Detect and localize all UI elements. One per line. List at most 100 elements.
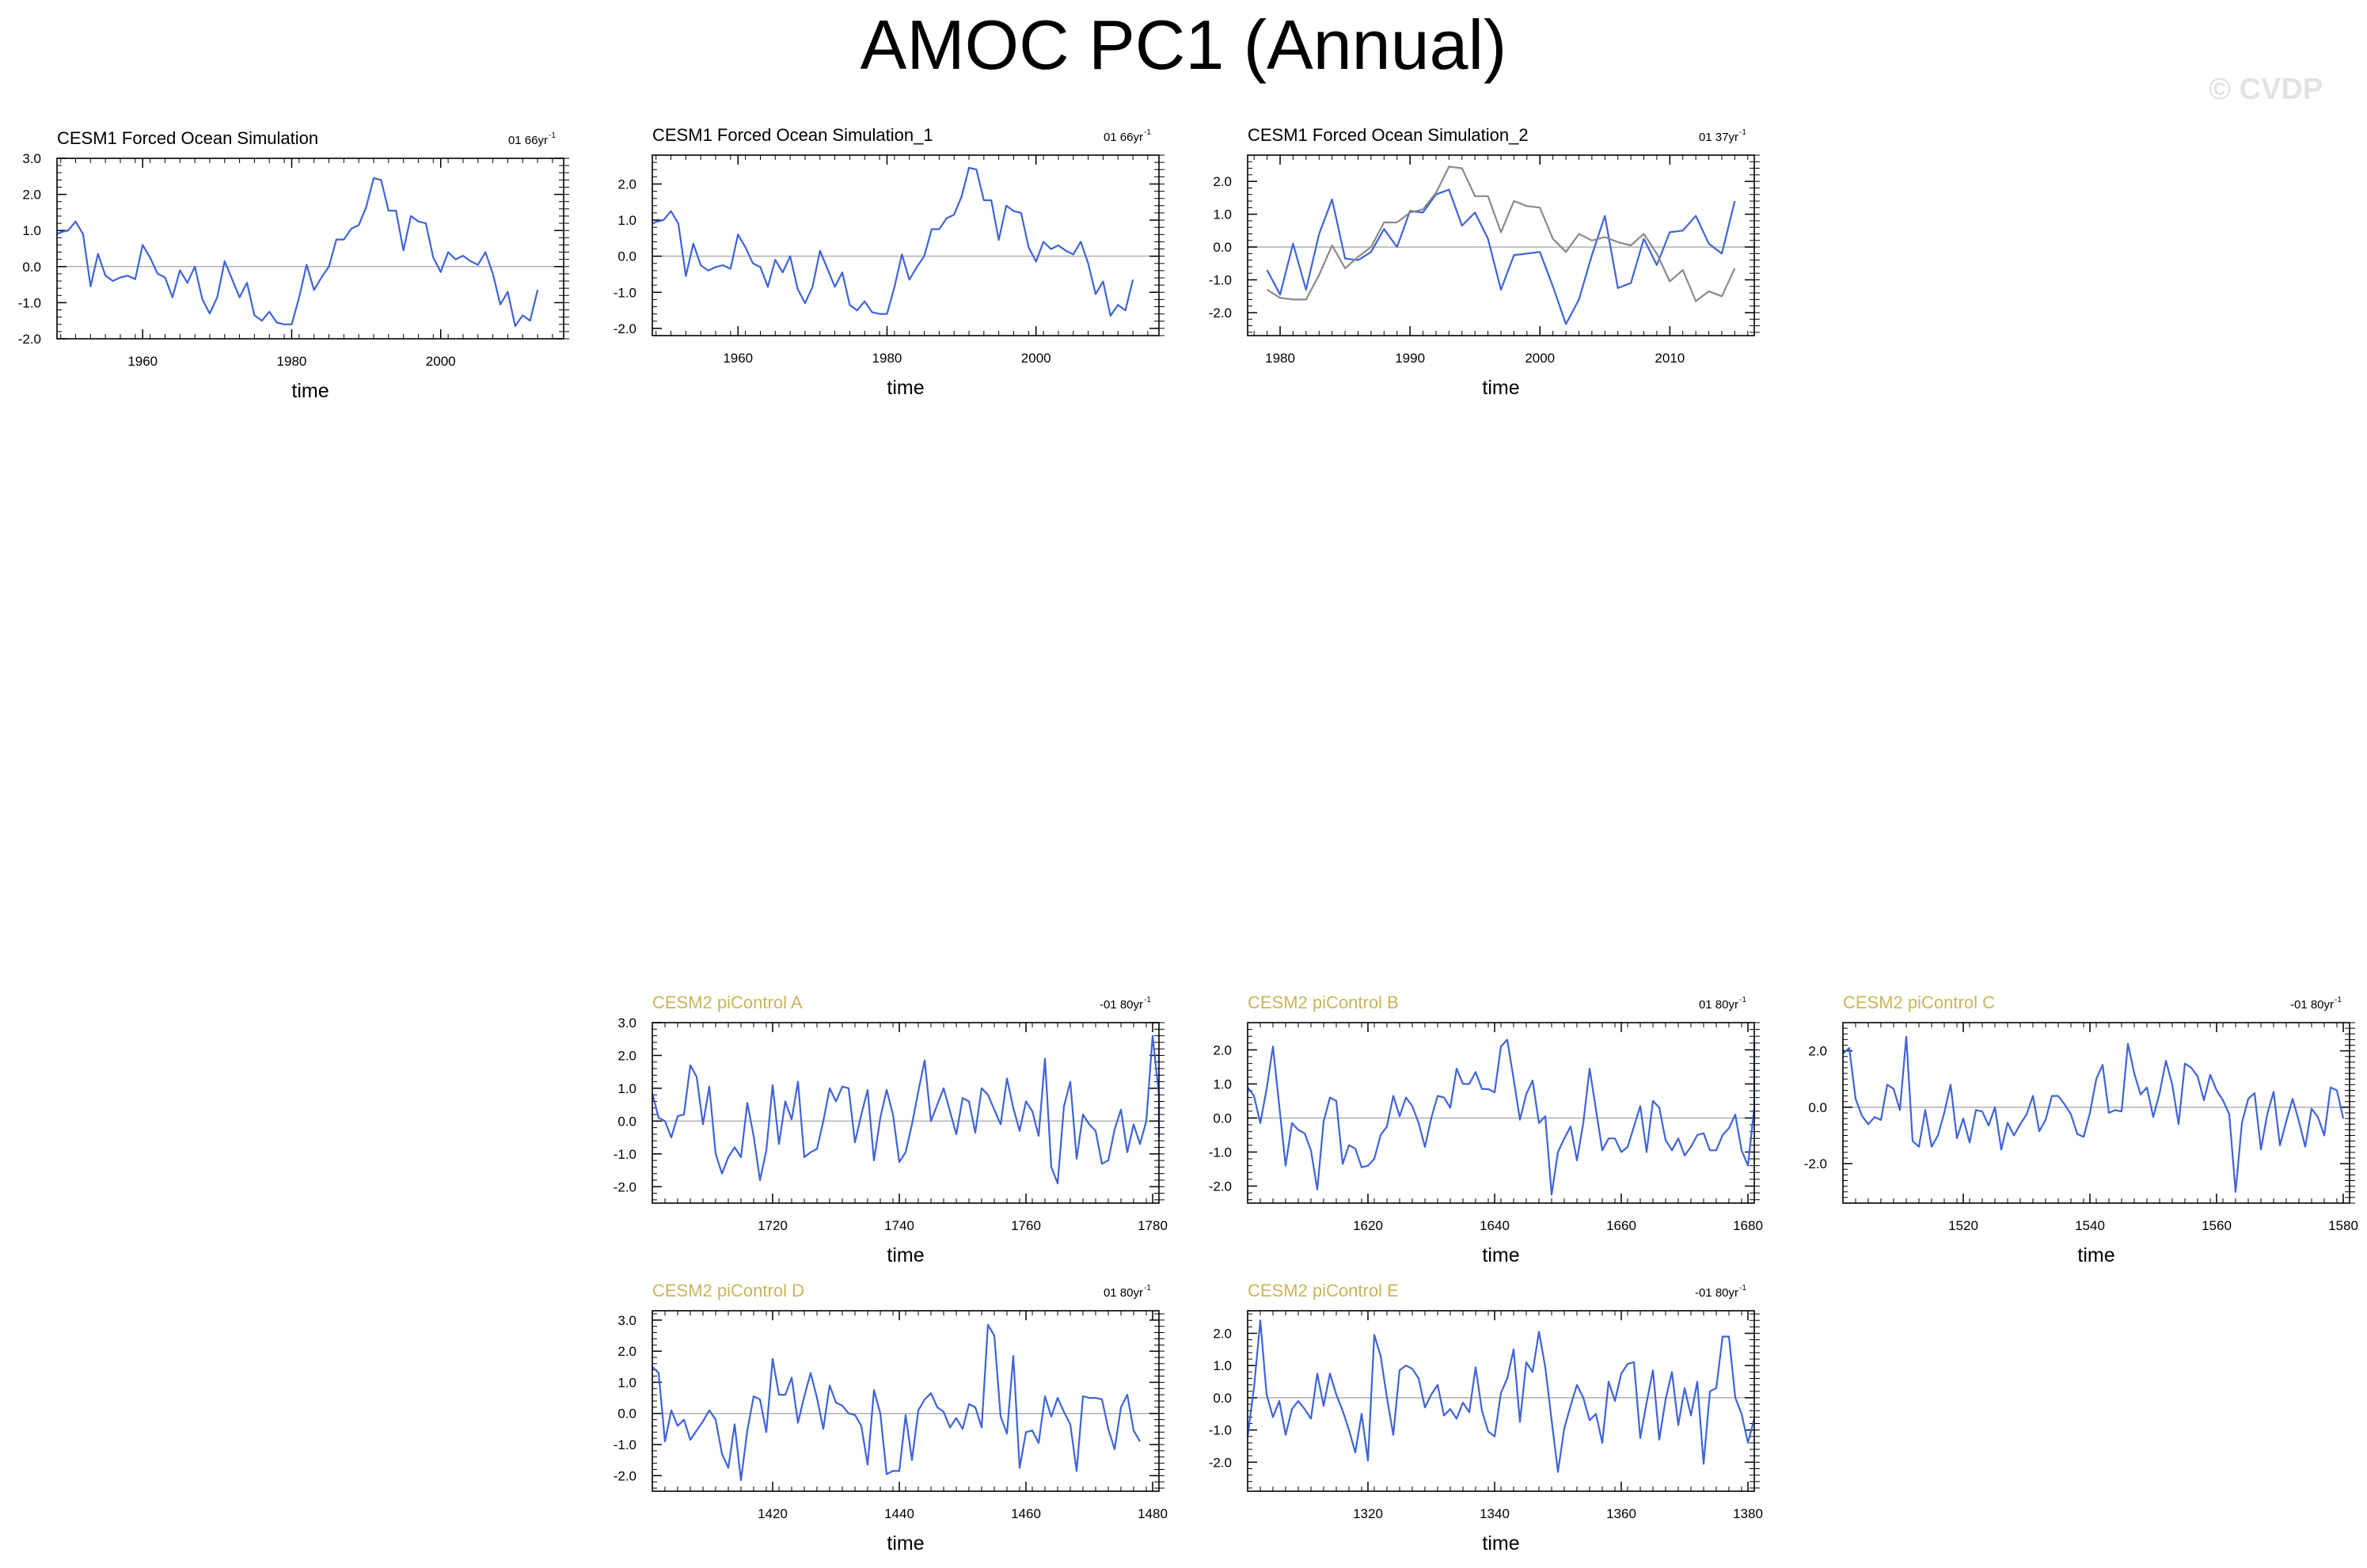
y-tick-label: -2.0 [1209,1455,1232,1470]
y-tick-label: 2.0 [617,1344,636,1359]
x-tick-label: 1960 [723,351,753,366]
chart-panel: CESM2 piControl A -01 80yr -1 1720 1740 1760 1… [595,981,1181,1266]
y-tick-label: 2.0 [1808,1044,1827,1059]
chart-panel: CESM2 piControl C -01 80yr -1 1520 1540 1560 1… [1786,981,2367,1266]
x-tick-label: 1620 [1353,1218,1383,1233]
chart-svg: CESM1 Forced Ocean Simulation_2 01 37yr -1… [1209,125,1760,399]
x-tick-label: 1660 [1606,1218,1636,1233]
stat-label: 01 66yr [508,134,548,147]
stat-label-superscript: -1 [1739,996,1746,1004]
y-tick-label: 0.0 [1213,240,1232,255]
series-line-pc1 [1247,1038,1756,1196]
chart-title: CESM2 piControl A [652,993,803,1012]
x-tick-label: 1460 [1011,1506,1041,1521]
x-tick-label: 1360 [1606,1506,1636,1521]
y-tick-label: 1.0 [617,1375,636,1390]
stat-label-superscript: -1 [1144,996,1151,1004]
chart-panel: CESM1 Forced Ocean Simulation 01 66yr -1 19… [0,117,586,402]
plot-frame [1247,1022,1755,1204]
plot-frame [1247,1310,1755,1492]
y-tick-label: 2.0 [22,188,41,203]
y-tick-label: 1.0 [22,223,41,238]
y-tick-label: 2.0 [1213,174,1232,189]
chart-svg: CESM2 piControl A -01 80yr -1 1720 1740 1760 1… [614,993,1168,1266]
chart-title: CESM1 Forced Ocean Simulation_2 [1248,125,1529,145]
plot-frame [56,158,564,340]
series-line-pc1 [651,1035,1161,1185]
y-tick-label: 2.0 [617,177,636,192]
chart-svg: CESM2 piControl D 01 80yr -1 1420 1440 1460 14… [614,1281,1168,1555]
y-tick-label: 1.0 [1213,1358,1232,1373]
x-axis-label: time [1482,1532,1519,1555]
y-tick-label: -2.0 [1209,1179,1232,1194]
stat-label: 01 66yr [1104,131,1143,144]
y-tick-label: 0.0 [617,1114,636,1129]
y-tick-label: 3.0 [22,151,41,166]
x-tick-label: 1960 [127,354,158,369]
x-tick-label: 2000 [1525,351,1555,366]
x-tick-label: 1980 [872,351,902,366]
y-tick-label: 2.0 [1213,1042,1232,1057]
x-tick-label: 1980 [277,354,307,369]
chart-title: CESM2 piControl E [1248,1281,1399,1300]
x-tick-label: 1740 [884,1218,914,1233]
y-tick-label: -1.0 [614,1437,636,1452]
y-tick-label: -1.0 [614,1147,636,1162]
series-line-pc1 [1842,1035,2345,1193]
stat-label: 01 37yr [1699,131,1738,144]
x-tick-label: 1520 [1948,1218,1978,1233]
stat-label: 01 80yr [1699,998,1738,1012]
chart-panel: CESM1 Forced Ocean Simulation_1 01 66yr -1… [595,114,1181,399]
y-tick-label: 3.0 [617,1016,636,1031]
y-tick-label: 0.0 [617,1407,636,1422]
chart-title: CESM2 piControl B [1248,993,1399,1012]
y-tick-label: 2.0 [617,1048,636,1063]
y-tick-label: -2.0 [1804,1156,1827,1171]
series-line-pc1 [652,1323,1141,1482]
x-tick-label: 1440 [884,1506,914,1521]
stat-label-superscript: -1 [1144,1284,1151,1293]
x-tick-label: 1990 [1395,351,1425,366]
y-tick-label: 1.0 [617,213,636,228]
x-tick-label: 1720 [758,1218,788,1233]
chart-svg: CESM2 piControl B 01 80yr -1 1620 1640 1660 16… [1209,993,1763,1266]
y-tick-label: 0.0 [1213,1391,1232,1406]
chart-panel: CESM1 Forced Ocean Simulation_2 01 37yr -1… [1191,114,1776,399]
x-tick-label: 1540 [2075,1218,2105,1233]
watermark: © CVDP [2209,73,2323,106]
y-tick-label: -1.0 [1209,1423,1232,1438]
plot-frame [652,154,1160,336]
y-tick-label: 3.0 [617,1313,636,1328]
chart-svg: CESM2 piControl E -01 80yr -1 1320 1340 1360 1… [1209,1281,1763,1555]
chart-title: CESM2 piControl D [652,1281,804,1300]
y-tick-label: -1.0 [18,295,41,310]
y-tick-label: 0.0 [1213,1111,1232,1126]
x-tick-label: 1680 [1733,1218,1763,1233]
chart-panel: CESM2 piControl B 01 80yr -1 1620 1640 1660 16… [1191,981,1776,1266]
chart-svg: CESM1 Forced Ocean Simulation 01 66yr -1 19… [18,128,569,402]
stat-label-superscript: -1 [1739,1284,1746,1293]
page-title: AMOC PC1 (Annual) [860,6,1507,84]
y-tick-label: -2.0 [614,321,636,336]
x-tick-label: 2010 [1655,351,1685,366]
y-tick-label: -2.0 [614,1468,636,1483]
x-tick-label: 2000 [1021,351,1051,366]
x-tick-label: 1760 [1011,1218,1041,1233]
x-tick-label: 1580 [2328,1218,2358,1233]
y-tick-label: -1.0 [614,285,636,300]
stat-label: -01 80yr [2290,998,2334,1012]
x-tick-label: 1340 [1480,1506,1510,1521]
x-tick-label: 1320 [1353,1506,1383,1521]
x-axis-label: time [887,377,924,399]
x-axis-label: time [291,380,329,402]
series-line-pc1 [652,166,1134,317]
y-tick-label: -2.0 [614,1179,636,1194]
chart-svg: CESM1 Forced Ocean Simulation_1 01 66yr -1… [614,125,1165,399]
y-tick-label: 0.0 [617,249,636,264]
stat-label: 01 80yr [1104,1286,1143,1300]
x-tick-label: 1640 [1480,1218,1510,1233]
x-axis-label: time [1482,377,1519,399]
x-tick-label: 1380 [1733,1506,1763,1521]
stat-label: -01 80yr [1100,998,1143,1012]
y-tick-label: 2.0 [1213,1327,1232,1342]
